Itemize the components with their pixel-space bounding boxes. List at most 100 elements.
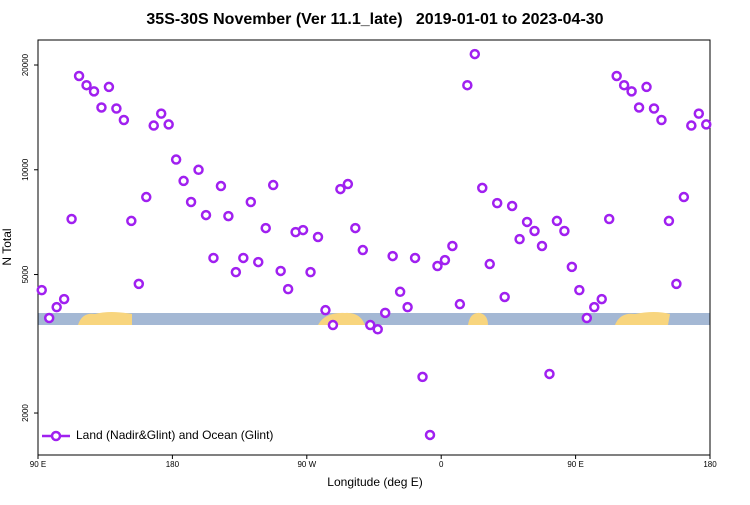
data-point	[506, 200, 518, 212]
data-point	[432, 260, 443, 272]
data-point	[596, 293, 607, 305]
data-point	[641, 81, 652, 93]
data-point	[611, 70, 622, 82]
data-point	[58, 293, 70, 305]
data-point	[394, 286, 406, 298]
y-tick-label: 5000	[21, 265, 30, 283]
data-point	[81, 79, 92, 91]
data-point	[536, 240, 548, 252]
data-point	[663, 215, 675, 227]
data-point	[267, 179, 279, 191]
data-point	[402, 301, 413, 313]
data-point	[514, 233, 525, 245]
data-point	[439, 254, 451, 266]
data-point	[200, 209, 212, 221]
y-tick-label: 10000	[21, 158, 30, 181]
data-point	[88, 86, 100, 97]
data-point	[424, 429, 436, 441]
data-point	[469, 48, 481, 60]
data-point	[409, 252, 421, 264]
data-point	[297, 224, 309, 236]
data-point	[686, 120, 697, 131]
data-point	[357, 244, 369, 256]
data-point	[327, 319, 339, 331]
land	[468, 312, 488, 325]
data-point	[155, 108, 167, 119]
data-point	[126, 215, 137, 227]
data-point	[66, 213, 77, 225]
data-point	[230, 266, 242, 278]
data-point	[238, 252, 249, 264]
data-point	[656, 114, 667, 126]
data-point	[312, 231, 324, 243]
data-point	[581, 312, 593, 324]
x-tick-label: 180	[166, 460, 180, 469]
data-point	[499, 291, 510, 303]
data-point	[626, 86, 637, 97]
data-point	[589, 301, 600, 313]
data-point	[36, 284, 47, 296]
data-point	[529, 225, 540, 237]
data-point	[379, 307, 391, 319]
data-point	[417, 371, 428, 383]
data-point	[253, 256, 264, 268]
data-point	[633, 102, 645, 113]
data-point	[208, 252, 219, 264]
chart-title: 35S-30S November (Ver 11.1_late) 2019-01…	[146, 11, 603, 28]
y-tick-label: 20000	[21, 53, 30, 76]
data-point	[603, 213, 615, 225]
ocean-band	[38, 313, 710, 325]
data-point	[365, 319, 376, 331]
data-point	[43, 312, 55, 324]
data-point	[559, 225, 570, 237]
data-point	[96, 102, 107, 113]
data-point	[387, 250, 398, 262]
data-point	[141, 191, 152, 203]
data-point	[477, 182, 488, 194]
data-point	[170, 154, 182, 165]
y-tick-label: 2000	[21, 404, 30, 422]
land	[78, 312, 132, 325]
y-axis-label: N Total	[0, 228, 14, 265]
data-point	[648, 103, 660, 114]
data-point	[111, 103, 122, 114]
data-point	[484, 258, 495, 270]
data-point	[671, 278, 682, 290]
x-tick-label: 180	[703, 460, 717, 469]
data-point	[133, 278, 145, 290]
plot-frame	[37, 39, 711, 456]
land	[615, 312, 670, 325]
data-point	[185, 196, 197, 208]
data-point	[118, 114, 130, 126]
data-point	[693, 108, 705, 119]
data-point	[335, 183, 346, 195]
data-point	[447, 240, 458, 252]
data-point	[320, 304, 331, 316]
data-point	[245, 196, 257, 208]
data-point	[148, 120, 159, 131]
data-point	[342, 178, 354, 190]
data-point	[566, 261, 578, 273]
data-point	[551, 215, 563, 227]
data-point	[372, 324, 383, 335]
data-point	[521, 216, 533, 228]
data-point	[223, 210, 234, 222]
data-point	[618, 79, 630, 91]
data-point	[51, 301, 62, 313]
data-point	[544, 368, 555, 380]
x-tick-label: 90 E	[30, 460, 46, 469]
data-point	[350, 222, 361, 234]
data-point	[462, 79, 473, 91]
legend-label: Land (Nadir&Glint) and Ocean (Glint)	[76, 428, 273, 442]
x-tick-label: 90 E	[567, 460, 583, 469]
data-point	[193, 164, 204, 176]
x-tick-label: 0	[439, 460, 444, 469]
data-point	[275, 265, 286, 277]
data-point	[454, 298, 466, 310]
legend-marker	[50, 430, 62, 442]
data-point	[103, 81, 115, 93]
data-point	[574, 284, 585, 296]
data-point	[305, 266, 316, 278]
